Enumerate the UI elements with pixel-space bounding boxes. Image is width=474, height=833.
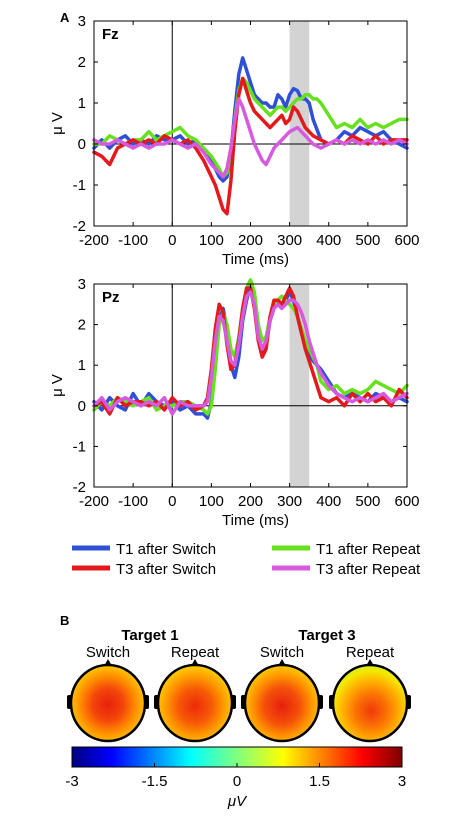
pz-x-tick-label: 200 (238, 493, 263, 510)
fz-series-t3-repeat (92, 97, 409, 179)
fz-y-tick-label: 3 (78, 13, 86, 30)
pz-x-axis-label: Time (ms) (222, 512, 289, 529)
fz-x-axis-label: Time (ms) (222, 251, 289, 268)
pz-series-t1-repeat (92, 278, 409, 416)
fz-y-tick-label: -2 (73, 218, 86, 235)
legend-label-t1-repeat: T1 after Repeat (316, 541, 421, 558)
fz-x-tick-label: 600 (394, 232, 419, 249)
pz-y-axis-label: μ V (49, 374, 66, 397)
pz-series-t3-repeat (92, 290, 409, 416)
topo-condition-t3-repeat: Repeat (346, 644, 395, 661)
scalp-map (69, 663, 147, 743)
fz-y-tick-label: 2 (78, 54, 86, 71)
colorbar-tick-label: -1.5 (142, 773, 168, 790)
scalp-map (331, 663, 409, 743)
colorbar-label: μV (227, 793, 248, 810)
scalp-map (243, 663, 321, 743)
legend-label-t3-repeat: T3 after Repeat (316, 561, 421, 578)
legend: T1 after Switch T1 after Repeat T3 after… (72, 541, 421, 578)
topo-head-t1-repeat (154, 659, 236, 743)
pz-highlight-window (289, 284, 310, 487)
fz-x-tick-label: 0 (168, 232, 176, 249)
fz-y-tick-label: -1 (73, 177, 86, 194)
pz-y-tick-label: 3 (78, 276, 86, 293)
fz-x-tick-label: 500 (355, 232, 380, 249)
fz-y-axis-label: μ V (49, 112, 66, 135)
pz-x-tick-label: 400 (316, 493, 341, 510)
legend-label-t3-switch: T3 after Switch (116, 561, 216, 578)
legend-label-t1-switch: T1 after Switch (116, 541, 216, 558)
fz-series-t3-switch (92, 76, 409, 216)
fz-y-tick-label: 0 (78, 136, 86, 153)
pz-x-tick-label: 500 (355, 493, 380, 510)
pz-chart-title: Pz (102, 289, 120, 306)
topo-condition-t1-switch: Switch (86, 644, 130, 661)
pz-x-tick-label: -200 (79, 493, 109, 510)
pz-x-tick-label: 0 (168, 493, 176, 510)
fz-x-tick-label: 300 (277, 232, 302, 249)
pz-y-tick-label: -2 (73, 479, 86, 496)
panel-a-label: A (60, 10, 70, 25)
pz-x-tick-label: 600 (394, 493, 419, 510)
fz-highlight-window (289, 21, 310, 226)
colorbar-ticks: -3 -1.5 0 1.5 3 (65, 763, 406, 790)
fz-axes-frame (93, 20, 408, 227)
pz-y-tick-label: -1 (73, 438, 86, 455)
pz-y-tick-label: 2 (78, 317, 86, 334)
topo-condition-t3-switch: Switch (260, 644, 304, 661)
colorbar-tick-label: 3 (398, 773, 406, 790)
fz-chart: -200 -100 0 100 200 300 400 500 600 -2 -1 0 1 2 3 Fz Tim… (49, 13, 420, 268)
colorbar-tick-label: -3 (65, 773, 78, 790)
pz-y-tick-label: 1 (78, 357, 86, 374)
topo-head-t3-switch (241, 659, 323, 743)
fz-chart-title: Fz (102, 26, 119, 43)
topo-condition-t1-repeat: Repeat (171, 644, 220, 661)
pz-x-tick-label: -100 (118, 493, 148, 510)
topo-group-title-target-1: Target 1 (121, 627, 178, 644)
colorbar-tick-label: 0 (233, 773, 241, 790)
pz-y-tick-label: 0 (78, 398, 86, 415)
fz-x-tick-label: 200 (238, 232, 263, 249)
fz-x-tick-label: -200 (79, 232, 109, 249)
fz-x-tick-label: 400 (316, 232, 341, 249)
pz-axes-frame (93, 283, 408, 488)
fz-y-tick-label: 1 (78, 95, 86, 112)
topo-head-t3-repeat (329, 659, 411, 743)
scalp-map (156, 663, 234, 743)
topo-head-t1-switch (67, 659, 149, 743)
colorbar-tick-label: 1.5 (309, 773, 330, 790)
pz-chart: -200 -100 0 100 200 300 400 500 600 -2 -1 0 1 2 3 Pz Tim… (49, 276, 420, 529)
fz-x-tick-label: 100 (199, 232, 224, 249)
panel-b-label: B (60, 613, 69, 628)
pz-x-tick-label: 300 (277, 493, 302, 510)
topo-group-title-target-3: Target 3 (298, 627, 355, 644)
pz-x-tick-label: 100 (199, 493, 224, 510)
fz-x-tick-label: -100 (118, 232, 148, 249)
